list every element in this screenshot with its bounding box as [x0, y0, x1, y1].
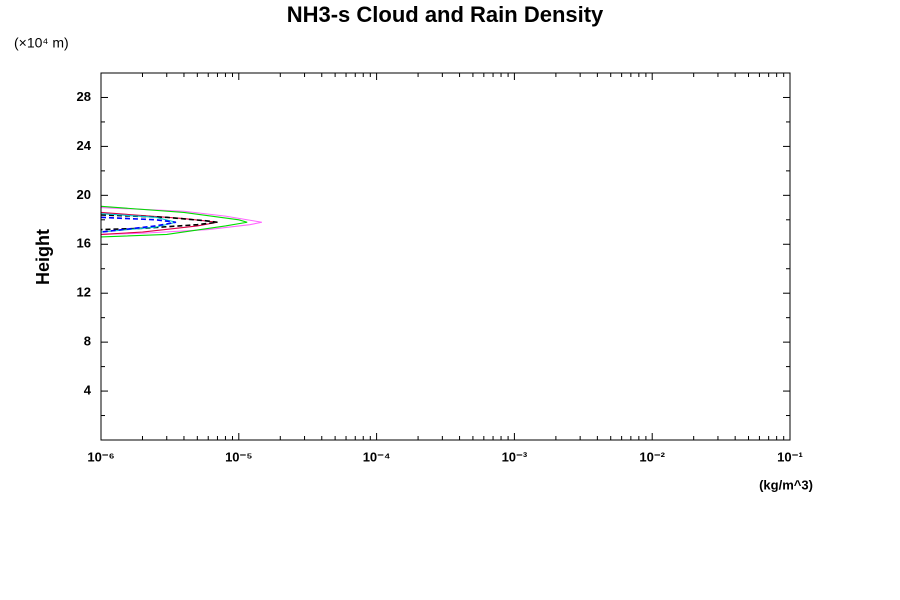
plot-frame: [100, 72, 791, 441]
profile-line: [101, 216, 177, 233]
y-tick-label: 8: [84, 334, 91, 349]
y-unit: (×10⁴ m): [14, 35, 69, 51]
x-tick-label: 10⁻²: [639, 449, 665, 464]
x-tick-label: 10⁻³: [502, 449, 528, 464]
x-tick-label: 10⁻⁵: [225, 449, 252, 464]
y-tick-label: 28: [77, 89, 91, 104]
profile-line: [101, 205, 248, 238]
x-axis-label: (kg/m^3): [759, 477, 813, 492]
x-tick-label: 10⁻⁴: [363, 449, 391, 464]
y-axis-label: Height: [33, 229, 53, 285]
y-tick-label: 24: [77, 138, 92, 153]
x-tick-label: 10⁻¹: [777, 449, 803, 464]
profile-line: [101, 211, 218, 236]
chart-title: NH3-s Cloud and Rain Density: [287, 2, 604, 27]
plot-area: [101, 205, 262, 238]
y-tick-label: 20: [77, 187, 91, 202]
y-tick-label: 12: [77, 285, 91, 300]
y-tick-label: 16: [77, 236, 91, 251]
profile-line: [101, 214, 218, 231]
y-tick-label: 4: [84, 383, 92, 398]
profile-line: [101, 207, 262, 236]
x-tick-label: 10⁻⁶: [87, 449, 114, 464]
